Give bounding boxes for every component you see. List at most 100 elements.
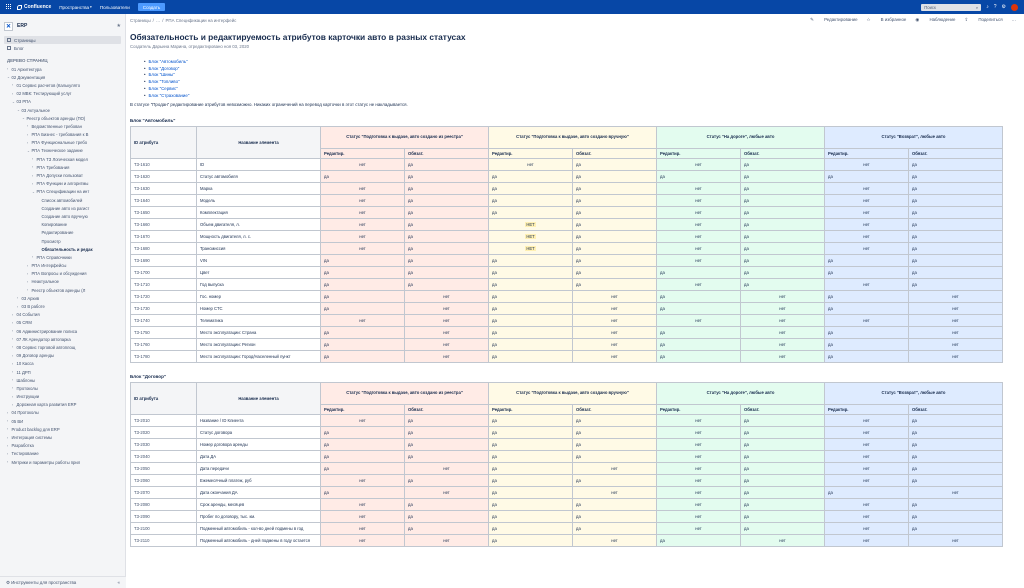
page-tree-item[interactable]: › 03 В работе	[4, 302, 121, 310]
chevron-right-icon[interactable]: ›	[12, 361, 14, 366]
page-tree-item[interactable]: › 04 Протоколы	[4, 409, 121, 417]
chevron-right-icon[interactable]: ›	[32, 173, 34, 178]
chevron-right-icon[interactable]: ›	[12, 402, 14, 407]
chevron-right-icon[interactable]: ›	[12, 345, 14, 350]
page-tree-item[interactable]: › РПА Вопросы и обсуждения	[4, 270, 121, 278]
page-tree-item[interactable]: ⌄ РПА Техническое задание	[4, 147, 121, 155]
page-tree-item[interactable]: › РПА Функциональные требо	[4, 139, 121, 147]
chevron-down-icon[interactable]: ⌄	[7, 75, 10, 80]
watch-button[interactable]: ◉ Наблюдение	[915, 17, 956, 22]
chevron-right-icon[interactable]: ›	[12, 83, 14, 88]
edit-button[interactable]: ✎ Редактирование	[810, 17, 858, 22]
nav-spaces[interactable]: Пространства ▾	[59, 5, 92, 10]
chevron-right-icon[interactable]: ›	[32, 157, 34, 162]
page-tree-item[interactable]: ⌄ 03 РПА	[4, 98, 121, 106]
chevron-right-icon[interactable]: ›	[12, 312, 14, 317]
chevron-right-icon[interactable]: ›	[32, 181, 34, 186]
chevron-right-icon[interactable]: ›	[7, 435, 9, 440]
settings-icon[interactable]: ⚙	[1001, 4, 1006, 10]
page-tree-item[interactable]: Копирование	[4, 221, 121, 229]
chevron-right-icon[interactable]: ›	[12, 394, 14, 399]
page-tree-item[interactable]: › 01 Сервис расчетов (Калькулято	[4, 81, 121, 89]
page-tree-item[interactable]: › РПА Допуски пользоват	[4, 171, 121, 179]
page-tree-item[interactable]: › Инструкции	[4, 393, 121, 401]
breadcrumb-parent[interactable]: РПА Спецификации на интерфейс	[165, 17, 237, 23]
toc-link[interactable]: Блок "Сервис"	[144, 85, 1020, 92]
page-tree-item[interactable]: › РПА ТЗ Логическая модел	[4, 155, 121, 163]
star-icon[interactable]: ★	[116, 23, 121, 29]
chevron-right-icon[interactable]: ›	[12, 329, 14, 334]
page-tree-item[interactable]: › 04 События	[4, 311, 121, 319]
page-tree-item[interactable]: › 03 Архив	[4, 294, 121, 302]
page-tree-item[interactable]: ⌄ 03 Актуальное	[4, 106, 121, 114]
page-tree-item[interactable]: › Дорожная карта развития ERP	[4, 401, 121, 409]
toc-link[interactable]: Блок "Автомобиль"	[144, 58, 1020, 65]
page-tree-item[interactable]: Создание авто из рагист	[4, 204, 121, 212]
toc-link[interactable]: Блок "Договор"	[144, 65, 1020, 72]
chevron-right-icon[interactable]: ›	[27, 279, 29, 284]
chevron-right-icon[interactable]: ›	[27, 124, 29, 129]
favourite-button[interactable]: ☆ В избранное	[866, 17, 907, 22]
page-tree-item[interactable]: › 02 МВК: Тестирующий услуг	[4, 90, 121, 98]
chevron-right-icon[interactable]: ›	[7, 460, 9, 465]
page-tree-item[interactable]: › 05 CRM	[4, 319, 121, 327]
share-button[interactable]: ⇪ Поделиться	[964, 17, 1003, 22]
create-button[interactable]: Создать	[137, 3, 166, 11]
breadcrumb-pages[interactable]: Страницы	[130, 17, 151, 23]
page-tree-item[interactable]: › 11 ДРП	[4, 368, 121, 376]
space-logo-icon[interactable]: ✕	[4, 21, 13, 31]
page-tree-item[interactable]: › 06 Администрирование полиса	[4, 327, 121, 335]
page-tree-item[interactable]: Список автомобилей	[4, 196, 121, 204]
search-input[interactable]: Поиск ⌕	[921, 3, 982, 11]
page-tree-item[interactable]: Редактирование	[4, 229, 121, 237]
chevron-right-icon[interactable]: ›	[32, 165, 34, 170]
chevron-down-icon[interactable]: ⌄	[27, 148, 30, 153]
chevron-right-icon[interactable]: ›	[7, 427, 9, 432]
chevron-right-icon[interactable]: ›	[17, 296, 19, 301]
sidebar-link-blog[interactable]: Блог	[4, 44, 121, 52]
chevron-right-icon[interactable]: ›	[7, 451, 9, 456]
chevron-right-icon[interactable]: ›	[12, 353, 14, 358]
page-tree-item[interactable]: ⌄ РПА Спецификации на инт	[4, 188, 121, 196]
chevron-down-icon[interactable]: ⌄	[17, 108, 20, 113]
page-tree-item[interactable]: › РПА Требования	[4, 163, 121, 171]
chevron-right-icon[interactable]: ›	[27, 140, 29, 145]
page-tree-item[interactable]: › Тестирование	[4, 450, 121, 458]
page-tree-item[interactable]: › 09 Договор аренды	[4, 352, 121, 360]
page-tree-item[interactable]: › Product backlog для ERP	[4, 425, 121, 433]
chevron-down-icon[interactable]: ⌄	[32, 189, 35, 194]
page-tree-item[interactable]: › Шаблоны	[4, 376, 121, 384]
page-tree-item[interactable]: › Неактуальное	[4, 278, 121, 286]
chevron-right-icon[interactable]: ›	[27, 288, 29, 293]
page-tree-item[interactable]: Обязательность и редак	[4, 245, 121, 253]
help-icon[interactable]: ?	[993, 4, 997, 10]
notifications-icon[interactable]: ♪	[986, 4, 989, 10]
avatar[interactable]	[1011, 3, 1018, 11]
page-tree-item[interactable]: › Интеграция системы	[4, 433, 121, 441]
space-name[interactable]: ERP	[17, 23, 28, 29]
nav-people[interactable]: Пользователи	[100, 5, 130, 10]
chevron-right-icon[interactable]: ›	[32, 255, 34, 260]
page-tree-item[interactable]: › 05 ВИ	[4, 417, 121, 425]
page-tree-item[interactable]: › Ведомственные требован	[4, 122, 121, 130]
collapse-sidebar-icon[interactable]: «	[117, 580, 120, 585]
chevron-right-icon[interactable]: ›	[12, 320, 14, 325]
page-tree-item[interactable]: Просмотр	[4, 237, 121, 245]
sidebar-link-pages[interactable]: Страницы	[4, 36, 121, 44]
page-tree-item[interactable]: › РПА Функции и алгоритмы	[4, 180, 121, 188]
chevron-right-icon[interactable]: ›	[7, 443, 9, 448]
app-switcher-icon[interactable]	[6, 4, 12, 10]
page-tree-item[interactable]: › 08 Сервис торговой автоплощ	[4, 343, 121, 351]
confluence-logo[interactable]: Confluence	[17, 4, 51, 10]
toc-link[interactable]: Блок "Страхование"	[144, 92, 1020, 99]
page-tree-item[interactable]: › Метрики и параметры работы прил	[4, 458, 121, 466]
toc-link[interactable]: Блок "Топливо"	[144, 78, 1020, 85]
toc-link[interactable]: Блок "Шины"	[144, 72, 1020, 79]
chevron-right-icon[interactable]: ›	[17, 304, 19, 309]
breadcrumb-ellipsis[interactable]: …	[155, 17, 161, 23]
chevron-right-icon[interactable]: ›	[12, 370, 14, 375]
chevron-right-icon[interactable]: ›	[27, 271, 29, 276]
chevron-right-icon[interactable]: ›	[12, 378, 14, 383]
chevron-right-icon[interactable]: ›	[7, 419, 9, 424]
page-tree-item[interactable]: › 10 Касса	[4, 360, 121, 368]
